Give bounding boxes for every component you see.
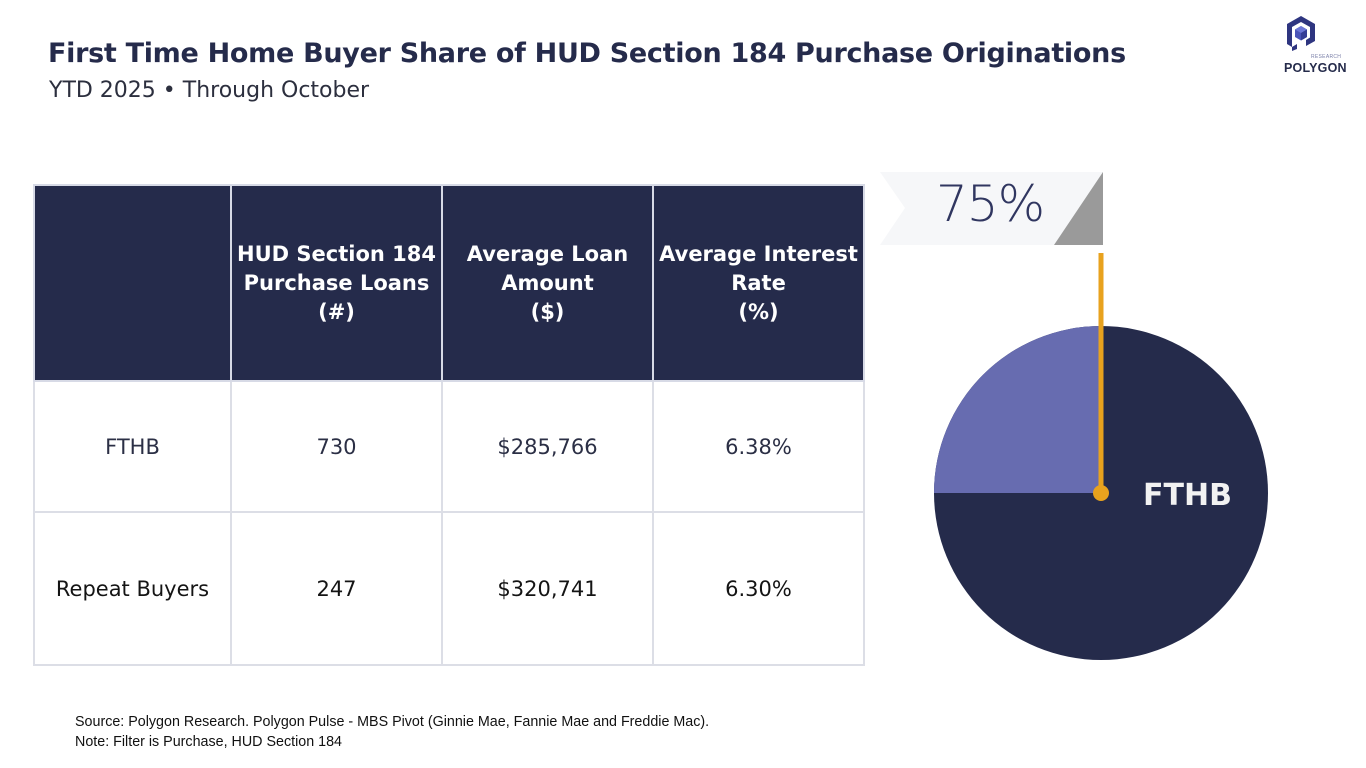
logo-brand: POLYGON [1284, 61, 1347, 75]
table-header-row: HUD Section 184 Purchase Loans (#) Avera… [33, 184, 865, 382]
loan-summary-table: HUD Section 184 Purchase Loans (#) Avera… [33, 184, 865, 666]
page-subtitle: YTD 2025 • Through October [49, 78, 370, 103]
banner-shape [880, 172, 1103, 245]
row-label: FTHB [33, 380, 232, 513]
source-note: Source: Polygon Research. Polygon Pulse … [75, 714, 710, 730]
header-cell-loans: HUD Section 184 Purchase Loans (#) [230, 184, 443, 382]
loans-count: 247 [230, 511, 443, 666]
logo-tagline: RESEARCH [1311, 54, 1342, 60]
filter-note: Note: Filter is Purchase, HUD Section 18… [75, 734, 342, 750]
polygon-hexagon-cube-icon [1287, 16, 1315, 51]
table-row: Repeat Buyers 247 $320,741 6.30% [33, 511, 865, 666]
avg-interest-rate: 6.30% [652, 511, 865, 666]
page-title: First Time Home Buyer Share of HUD Secti… [48, 38, 1126, 69]
fthb-share-pie-chart [934, 253, 1268, 660]
table-row: FTHB 730 $285,766 6.38% [33, 380, 865, 513]
callout-pointer-dot [1093, 485, 1109, 501]
avg-interest-rate: 6.38% [652, 380, 865, 513]
avg-loan-amount: $285,766 [441, 380, 654, 513]
footnote: Source: Polygon Research. Polygon Pulse … [75, 712, 709, 752]
pie-slice-repeat-buyers [934, 326, 1101, 493]
header-cell-empty [33, 184, 232, 382]
polygon-logo: RESEARCH POLYGON [1278, 14, 1358, 78]
pie-label-fthb: FTHB [1143, 478, 1232, 513]
avg-loan-amount: $320,741 [441, 511, 654, 666]
row-label: Repeat Buyers [33, 511, 232, 666]
share-callout-banner: 75% [878, 170, 1106, 248]
loans-count: 730 [230, 380, 443, 513]
header-cell-avg-amount: Average Loan Amount ($) [441, 184, 654, 382]
share-percentage: 75% [936, 175, 1045, 233]
header-cell-avg-rate: Average Interest Rate (%) [652, 184, 865, 382]
